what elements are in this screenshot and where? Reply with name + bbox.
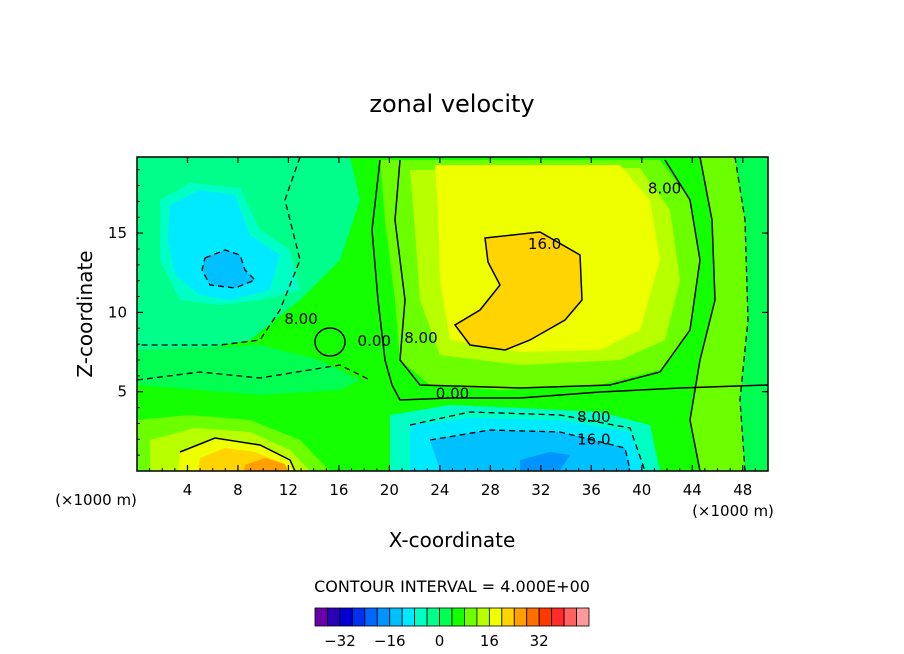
colorbar-swatch (476, 607, 490, 627)
colorbar-tick-label: −32 (324, 632, 356, 650)
x-tick-label: 16 (329, 481, 348, 499)
contour-lines (137, 157, 768, 471)
colorbar-tick-label: 16 (480, 632, 499, 650)
colorbar-tick-label: 32 (530, 632, 549, 650)
contour-label: 0.00 (436, 384, 469, 402)
colorbar-swatch (339, 607, 353, 627)
x-tick-label: 8 (233, 481, 243, 499)
colorbar-swatch (376, 607, 391, 627)
x-axis-label: X-coordinate (389, 528, 516, 552)
contour-label: 8.00 (284, 310, 317, 328)
colorbar-swatch (513, 607, 528, 627)
colorbar-swatch (451, 607, 465, 627)
x-axis-units-left: (×1000 m) (55, 491, 137, 509)
x-tick-label: 48 (733, 481, 752, 499)
colorbar-swatch (439, 607, 453, 627)
x-tick-label: 32 (531, 481, 550, 499)
y-axis-label: Z-coordinate (73, 250, 97, 377)
y-tick-label: 10 (108, 303, 127, 321)
colorbar-swatch (414, 607, 428, 627)
chart-title: zonal velocity (369, 90, 534, 118)
colorbar-swatch (389, 607, 403, 627)
colorbar-tick-label: 0 (435, 632, 445, 650)
x-tick-label: 24 (430, 481, 449, 499)
colorbar-swatch (501, 607, 515, 627)
contour-label: 0.00 (358, 332, 391, 350)
colorbar-swatch (563, 607, 577, 627)
x-tick-label: 28 (481, 481, 500, 499)
colorbar-swatch (401, 607, 416, 627)
colorbar-swatch (464, 607, 478, 627)
colorbar-swatch (526, 607, 540, 627)
x-tick-label: 20 (380, 481, 399, 499)
contour-labels: 16.0 8.00 8.00 0.00 8.00 0.00 8.00 16.0 (284, 180, 681, 449)
contour-label: 16.0 (528, 235, 561, 253)
y-tick-label: 5 (117, 383, 127, 401)
colorbar-swatch (351, 607, 366, 627)
x-tick-label: 44 (683, 481, 702, 499)
colorbar: −32 −16 0 16 32 (314, 607, 590, 650)
x-axis-units-right: (×1000 m) (692, 502, 774, 520)
colorbar-swatch (576, 607, 590, 627)
colorbar-swatch (488, 607, 503, 627)
colorbar-tick-label: −16 (374, 632, 406, 650)
y-axis-ticks: 5 10 15 (108, 169, 768, 456)
x-tick-label: 36 (582, 481, 601, 499)
x-tick-label: 40 (632, 481, 651, 499)
x-axis-ticks: 4 8 12 16 20 24 28 32 36 40 44 48 (149, 157, 756, 499)
colorbar-swatch (538, 607, 553, 627)
colorbar-swatch (327, 607, 341, 627)
colorbar-swatch (364, 607, 378, 627)
colorbar-swatch (426, 607, 440, 627)
contour-label: 8.00 (577, 408, 610, 426)
y-tick-label: 15 (108, 224, 127, 242)
contour-field (137, 157, 768, 471)
colorbar-swatch (314, 607, 328, 627)
contour-interval-text: CONTOUR INTERVAL = 4.000E+00 (314, 577, 590, 596)
colorbar-swatch (551, 607, 565, 627)
contour-label: 16.0 (577, 430, 610, 448)
x-tick-label: 4 (183, 481, 193, 499)
contour-label: 8.00 (404, 329, 437, 347)
contour-label: 8.00 (648, 180, 681, 198)
x-tick-label: 12 (279, 481, 298, 499)
